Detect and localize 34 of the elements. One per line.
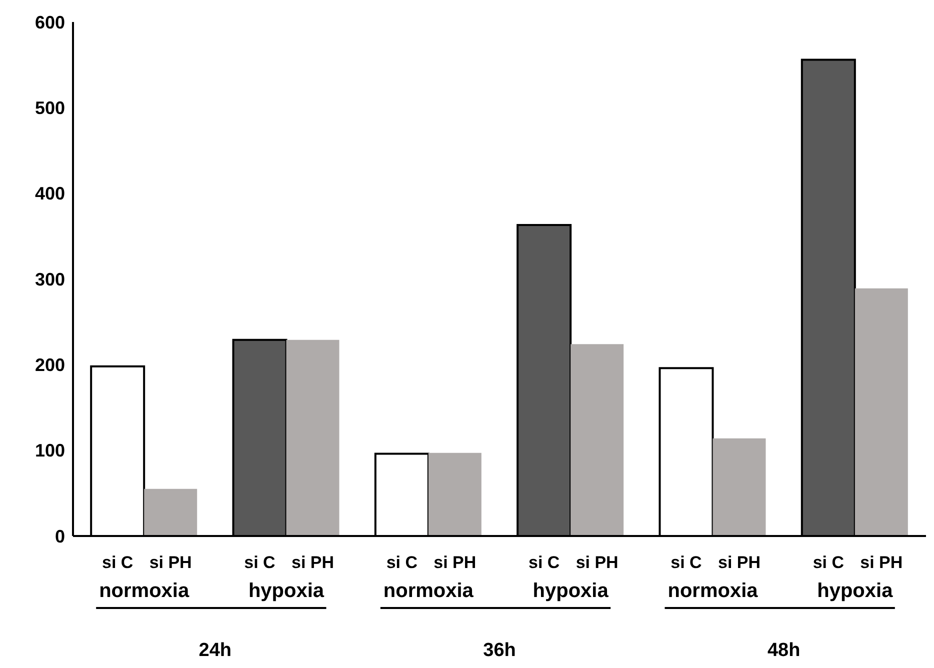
text: si PH (718, 553, 761, 572)
text: si C (812, 553, 844, 572)
text: si PH (576, 553, 618, 572)
text: si C (386, 553, 418, 572)
text: 36h (483, 640, 516, 661)
bar (286, 340, 340, 536)
x-tick-label: hypoxia (817, 580, 894, 602)
text: 48h (767, 640, 800, 661)
y-tick-label: 100 (34, 440, 65, 461)
text: si PH (291, 553, 334, 572)
bar (854, 288, 908, 536)
y-tick-label: 600 (34, 12, 65, 32)
bar (428, 452, 482, 536)
text: si PH (860, 553, 903, 572)
bar (712, 438, 766, 536)
bar (570, 344, 624, 536)
series-label: si PH (149, 553, 192, 572)
text: si PH (434, 553, 476, 572)
text: si C (670, 553, 702, 572)
series-label: si C (102, 553, 134, 572)
y-tick-label: 0 (54, 526, 65, 546)
bar (144, 488, 198, 536)
text: si C (244, 553, 276, 572)
text: si C (528, 553, 560, 572)
y-tick-label: 300 (34, 269, 65, 290)
x-tick-label: hypoxia (248, 580, 325, 602)
y-tick-label: 500 (34, 98, 65, 118)
x-tick-label: normoxia (99, 580, 190, 602)
x-tick-label: normoxia (668, 580, 759, 602)
y-tick-label: 200 (34, 355, 65, 376)
x-tick-label: hypoxia (532, 580, 610, 602)
text: 24h (198, 640, 232, 661)
y-tick-label: 400 (34, 184, 65, 204)
x-tick-label: normoxia (383, 580, 474, 602)
